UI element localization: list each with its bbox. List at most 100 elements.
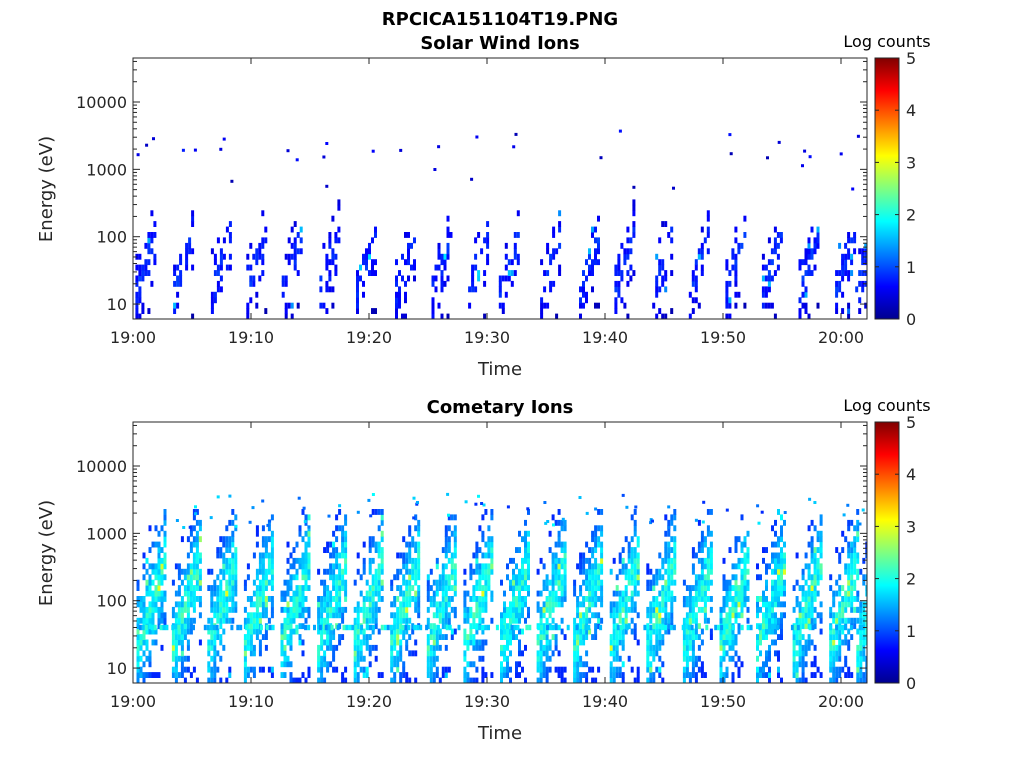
- heatmap-cell: [746, 547, 750, 553]
- heatmap-cell: [243, 585, 247, 591]
- heatmap-cell: [219, 596, 223, 602]
- heatmap-cell: [402, 672, 406, 678]
- heatmap-cell: [807, 596, 811, 602]
- heatmap-cell: [841, 601, 845, 608]
- heatmap-cell: [356, 634, 360, 640]
- heatmap-cell: [767, 286, 771, 293]
- heatmap-cell: [283, 579, 287, 586]
- heatmap-cell: [632, 185, 636, 189]
- heatmap-cell: [414, 574, 418, 581]
- heatmap-cell: [856, 672, 860, 678]
- heatmap-cell: [551, 585, 555, 591]
- heatmap-cell: [810, 596, 814, 602]
- heatmap-cell: [307, 574, 311, 581]
- heatmap-cell: [664, 579, 668, 586]
- heatmap-cell: [861, 259, 865, 266]
- heatmap-cell: [832, 634, 836, 640]
- heatmap-cell: [585, 568, 589, 575]
- heatmap-cell: [691, 617, 695, 624]
- y-tick-label: 100: [96, 592, 127, 611]
- heatmap-cell: [368, 644, 372, 651]
- heatmap-cell: [621, 677, 625, 683]
- heatmap-cell: [368, 270, 371, 276]
- heatmap-cell: [365, 672, 369, 678]
- heatmap-cell: [307, 557, 311, 564]
- heatmap-cell: [694, 275, 698, 282]
- heatmap-cell: [543, 286, 547, 293]
- heatmap-cell: [807, 313, 811, 319]
- heatmap-cell: [847, 275, 851, 282]
- heatmap-cell: [142, 601, 146, 608]
- heatmap-cell: [234, 552, 238, 559]
- heatmap-cell: [630, 514, 634, 521]
- heatmap-cell: [796, 624, 800, 631]
- heatmap-cell: [157, 574, 161, 581]
- heatmap-cell: [630, 574, 634, 581]
- heatmap-cell: [829, 650, 833, 657]
- heatmap-cell: [319, 302, 323, 309]
- heatmap-cell: [560, 557, 564, 564]
- heatmap-cell: [573, 623, 577, 630]
- heatmap-cell: [764, 291, 768, 298]
- heatmap-cell: [219, 264, 223, 271]
- heatmap-cell: [405, 552, 409, 559]
- heatmap-cell: [661, 221, 665, 227]
- heatmap-cell: [588, 606, 592, 613]
- heatmap-cell: [700, 248, 704, 255]
- heatmap-cell: [682, 639, 686, 646]
- heatmap-cell: [261, 210, 265, 217]
- heatmap-cell: [500, 634, 503, 640]
- heatmap-cell: [481, 530, 485, 537]
- heatmap-cell: [585, 541, 589, 548]
- heatmap-cell: [801, 568, 805, 575]
- heatmap-cell: [801, 644, 805, 651]
- heatmap-cell: [527, 574, 530, 581]
- heatmap-cell: [474, 286, 478, 293]
- heatmap-cell: [332, 612, 336, 619]
- heatmap-cell: [504, 291, 508, 298]
- heatmap-cell: [177, 563, 181, 570]
- heatmap-cell: [261, 563, 265, 570]
- heatmap-cell: [284, 313, 288, 319]
- x-tick-label: 19:00: [110, 328, 156, 347]
- heatmap-cell: [770, 275, 774, 282]
- heatmap-cell: [398, 286, 401, 293]
- heatmap-cell: [153, 253, 157, 260]
- heatmap-cell: [490, 596, 494, 602]
- heatmap-cell: [795, 601, 799, 608]
- heatmap-cell: [323, 617, 327, 624]
- heatmap-cell: [798, 606, 802, 613]
- heatmap-cell: [147, 237, 151, 244]
- heatmap-cell: [234, 563, 238, 570]
- heatmap-cell: [399, 672, 403, 678]
- heatmap-cell: [767, 237, 771, 244]
- heatmap-cell: [225, 585, 229, 591]
- heatmap-cell: [150, 232, 154, 238]
- heatmap-cell: [594, 547, 598, 553]
- heatmap-cell: [670, 568, 674, 575]
- heatmap-cell: [557, 536, 561, 543]
- heatmap-cell: [289, 677, 293, 683]
- heatmap-cell: [731, 639, 735, 646]
- heatmap-cell: [438, 579, 442, 586]
- heatmap-cell: [145, 579, 149, 586]
- heatmap-cell: [514, 132, 518, 136]
- heatmap-cell: [195, 557, 199, 564]
- heatmap-cell: [206, 624, 210, 631]
- heatmap-cell: [856, 509, 860, 515]
- heatmap-cell: [582, 286, 585, 293]
- heatmap-cell: [588, 666, 592, 673]
- heatmap-cell: [331, 253, 335, 260]
- heatmap-cell: [327, 514, 331, 518]
- heatmap-cell: [429, 650, 433, 657]
- heatmap-cell: [466, 639, 470, 646]
- heatmap-cell: [633, 519, 637, 526]
- heatmap-cell: [633, 530, 637, 537]
- heatmap-cell: [447, 547, 451, 553]
- heatmap-cell: [819, 672, 823, 678]
- heatmap-cell: [429, 677, 433, 683]
- heatmap-cell: [685, 612, 689, 619]
- heatmap-cell: [633, 601, 637, 608]
- heatmap-cell: [551, 601, 555, 608]
